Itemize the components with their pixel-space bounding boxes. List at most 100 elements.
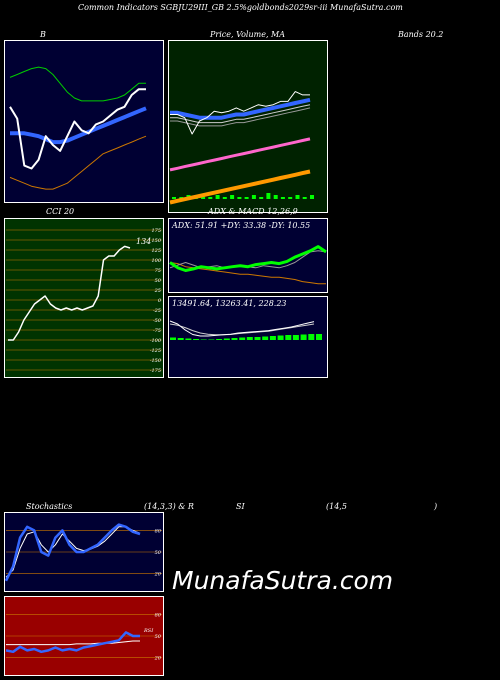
volume-bar [273, 195, 278, 199]
macd-histogram-bar [200, 339, 207, 340]
price-volume-ma-panel [168, 40, 328, 213]
volume-bar [208, 197, 213, 199]
cci-tick-label: 100 [151, 258, 161, 264]
rsi-tick-label: 80 [155, 612, 162, 618]
stoch-tick-label: 80 [155, 528, 162, 534]
bollinger-bands-label: Bands 20.2 [398, 30, 444, 39]
volume-bar [244, 197, 249, 199]
cci-tick-label: -150 [150, 358, 162, 364]
cci-line [8, 245, 131, 341]
stoch-d-line [5, 526, 141, 578]
blue-ma-line [170, 97, 311, 120]
cci-panel: 175 150 125 100 75 50 25 0 -25 -50 -75 -100 -125 -150… [4, 218, 164, 378]
stochastics-params-label: (14,3,3) & R [144, 502, 194, 511]
stoch-k-line [4, 523, 141, 582]
cci-tick-label: 0 [158, 298, 162, 304]
macd-histogram-bar [285, 335, 292, 340]
volume-bar [302, 197, 307, 199]
rsi-tick-label: 50 [155, 634, 162, 640]
macd-panel: 13491.64, 13263.41, 228.23 [168, 296, 328, 378]
macd-histogram-bar [269, 336, 276, 340]
stoch-tick-label: 50 [155, 550, 162, 556]
volume-bar [310, 195, 314, 199]
macd-line [169, 320, 315, 337]
bollinger-label: B [40, 30, 46, 39]
cci-tick-label: -175 [150, 368, 161, 374]
adx-panel: ADX: 51.91 +DY: 33.38 -DY: 10.55 [168, 218, 328, 293]
cci-tick-label: -125 [150, 348, 161, 354]
rsi-params-label: (14,5 [326, 502, 347, 511]
rsi-tick-label: 20 [154, 656, 162, 662]
panel-frame [4, 218, 164, 378]
rsi-line [5, 631, 140, 654]
adx-values-text: ADX: 51.91 +DY: 33.38 -DY: 10.55 [171, 221, 310, 230]
volume-bar [280, 197, 285, 199]
volume-bar [259, 197, 264, 199]
cci-tick-label: 50 [155, 278, 162, 284]
volume-bar [230, 195, 235, 199]
cci-tick-label: -75 [153, 328, 161, 334]
volume-bar [237, 197, 242, 199]
volume-bar [222, 197, 227, 199]
munafasutra-watermark: MunafaSutra.com [172, 566, 394, 595]
rsi-side-label: RSI [143, 628, 154, 634]
cci-tick-label: 175 [151, 228, 161, 234]
volume-bar [215, 195, 220, 199]
orange-ma-line [169, 169, 311, 205]
volume-bar [266, 193, 271, 199]
plus-dy-line [169, 245, 327, 272]
cci-tick-label: 125 [151, 248, 161, 254]
cci-tick-label: -50 [153, 318, 162, 324]
lower-band-line [9, 135, 147, 190]
volume-bar [288, 197, 293, 199]
cci-tick-label: 25 [154, 288, 161, 294]
macd-histogram-bar [185, 338, 192, 340]
panel-frame [4, 40, 164, 203]
rsi-panel: 80 50 20 RSI [4, 596, 164, 676]
middle-band-line [10, 106, 147, 145]
rsi-si-label: SI [236, 502, 245, 511]
price-line [170, 91, 310, 135]
macd-signal-line [169, 323, 315, 336]
volume-bar [172, 197, 176, 199]
macd-histogram-bar [177, 338, 184, 340]
macd-histogram-bar [208, 339, 215, 340]
macd-values-text: 13491.64, 13263.41, 228.23 [172, 299, 287, 308]
stochastics-panel: 80 50 20 [4, 512, 164, 592]
cci-tick-label: 150 [151, 238, 161, 244]
macd-histogram-bar [308, 334, 315, 340]
cci-tick-label: 75 [155, 268, 161, 274]
pink-ma-line [169, 137, 311, 172]
macd-histogram-bar [300, 334, 307, 340]
macd-histogram-bar [231, 338, 238, 340]
rsi-reference-line [6, 640, 140, 646]
bollinger-panel [4, 40, 164, 203]
cci-tick-label: -25 [153, 308, 161, 314]
macd-histogram-bar [292, 335, 299, 340]
cci-value-label: 134 [136, 237, 151, 246]
macd-histogram-bar [316, 334, 322, 340]
macd-histogram-bar [246, 337, 253, 340]
macd-histogram-bar [277, 335, 284, 340]
price-line [9, 88, 146, 170]
volume-bar [201, 197, 206, 199]
grey-ma-line [170, 104, 311, 124]
volume-bar [295, 195, 300, 199]
volume-bar [251, 195, 256, 199]
adx-macd-label: ADX & MACD 12,26,9 [208, 207, 298, 216]
grey-ma-line-2 [170, 107, 311, 127]
macd-histogram-bar [254, 337, 261, 340]
chart-header-title: Common Indicators SGBJU29III_GB 2.5%gold… [78, 3, 403, 12]
macd-histogram-bar [262, 336, 269, 340]
price-ma-label: Price, Volume, MA [210, 30, 286, 39]
stochastics-label: Stochastics [26, 502, 73, 511]
macd-histogram-bar [216, 339, 223, 340]
macd-histogram-bar [223, 338, 230, 340]
cci-tick-label: -100 [150, 338, 162, 344]
upper-band-line [9, 66, 146, 102]
cci-label: CCI 20 [46, 207, 75, 216]
rsi-close-label: ) [434, 502, 438, 511]
macd-histogram-bar [193, 339, 200, 340]
macd-histogram-bar [239, 337, 246, 340]
stoch-tick-label: 20 [154, 572, 162, 578]
